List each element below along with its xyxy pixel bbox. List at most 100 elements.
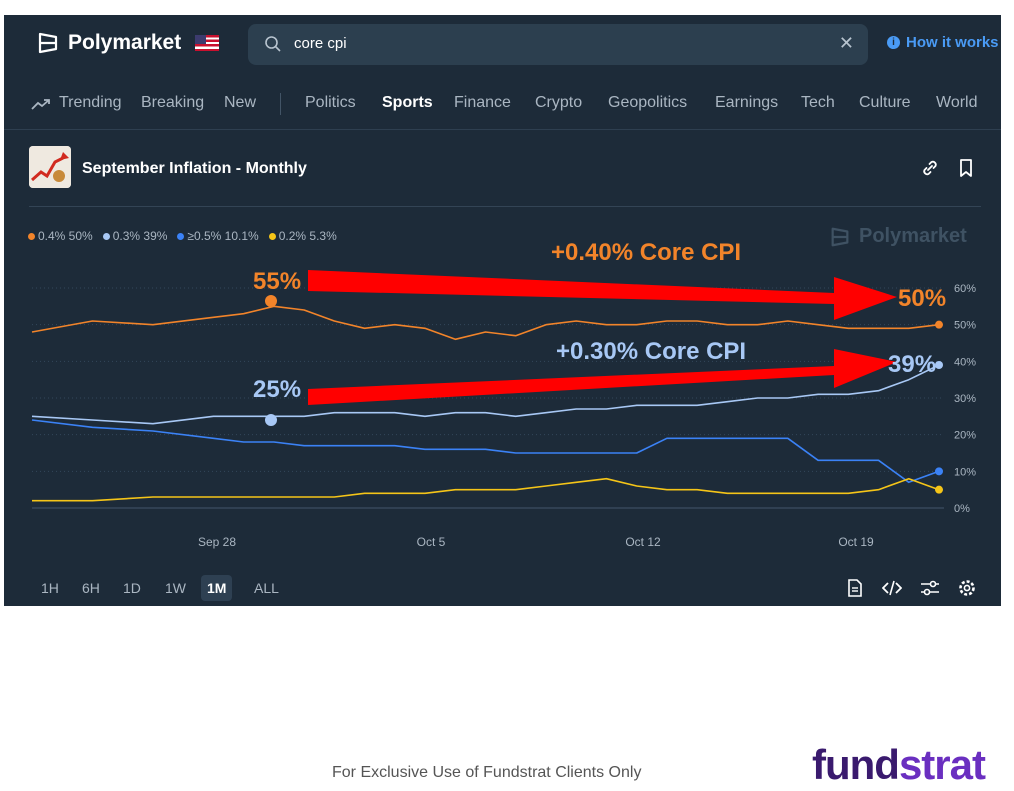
series-end-point: [935, 361, 943, 369]
x-tick-label: Oct 19: [838, 535, 874, 549]
x-axis-ticks: Sep 28 Oct 5 Oct 12 Oct 19: [198, 535, 874, 549]
nav-divider: [280, 93, 281, 115]
legend-label: 0.2% 5.3%: [278, 229, 337, 243]
series-line: [31, 364, 940, 425]
market-title: September Inflation - Monthly: [82, 160, 307, 177]
inflation-chart-icon: [29, 146, 71, 188]
series-line: [31, 419, 940, 484]
y-tick-label: 30%: [954, 393, 976, 405]
legend-item[interactable]: ≥0.5% 10.1%: [177, 229, 259, 243]
category-nav: Trending Breaking New Politics Sports Fi…: [4, 73, 1001, 130]
legend-item[interactable]: 0.4% 50%: [28, 229, 93, 243]
polymarket-window: Polymarket core cpi ✕ i How it works Tre…: [4, 15, 1001, 606]
arrow-040: [308, 270, 897, 320]
nav-geopolitics[interactable]: Geopolitics: [608, 94, 688, 111]
label-top-start: 55%: [253, 268, 301, 295]
top-bar: Polymarket core cpi ✕ i How it works: [4, 15, 1001, 73]
y-tick-label: 40%: [954, 356, 976, 368]
brand-strat: strat: [898, 741, 986, 788]
label-top-cpi: +0.40% Core CPI: [551, 239, 741, 266]
x-tick-label: Sep 28: [198, 535, 236, 549]
arrow-030: [308, 349, 897, 405]
y-tick-label: 20%: [954, 430, 976, 442]
nav-politics[interactable]: Politics: [305, 94, 356, 111]
nav-earnings[interactable]: Earnings: [715, 94, 779, 111]
series-end-point: [935, 467, 943, 476]
link-icon[interactable]: [920, 158, 940, 178]
app-name: Polymarket: [68, 31, 182, 54]
sliders-icon[interactable]: [920, 579, 940, 597]
legend-item[interactable]: 0.2% 5.3%: [268, 229, 337, 243]
timeframe-1d[interactable]: 1D: [123, 580, 141, 596]
bookmark-icon[interactable]: [957, 158, 975, 178]
nav-world[interactable]: World: [936, 94, 978, 111]
legend-label: ≥0.5% 10.1%: [187, 229, 259, 243]
series-line: [31, 305, 940, 341]
timeframe-6h[interactable]: 6H: [82, 580, 100, 596]
market-header: September Inflation - Monthly: [4, 130, 1001, 206]
legend-dot: [268, 232, 276, 240]
chart-grid: [32, 287, 944, 509]
us-flag-icon[interactable]: [195, 35, 220, 51]
series-end-point: [935, 485, 943, 494]
nav-new[interactable]: New: [224, 94, 257, 111]
trending-icon: [31, 99, 50, 110]
info-icon: i: [887, 36, 900, 49]
nav-breaking[interactable]: Breaking: [141, 94, 205, 111]
start-marker-030: [265, 414, 277, 426]
y-tick-label: 0%: [954, 503, 970, 515]
search-icon: [265, 36, 281, 52]
nav-trending[interactable]: Trending: [59, 94, 122, 111]
footer-disclaimer: For Exclusive Use of Fundstrat Clients O…: [332, 764, 642, 781]
price-chart: 60% 50% 40% 30% 20% 10% 0% Sep 28 Oct 5 Oct 12 Oc…: [31, 239, 976, 549]
polymarket-logo[interactable]: Polymarket: [36, 31, 220, 55]
how-it-works-label: How it works: [906, 34, 999, 51]
search-value: core cpi: [294, 35, 347, 52]
header-divider: [29, 206, 981, 207]
label-top-end: 50%: [898, 285, 946, 312]
label-bottom-end: 39%: [888, 351, 936, 378]
search-input[interactable]: core cpi ✕: [248, 24, 868, 65]
watermark-text: Polymarket: [859, 225, 967, 247]
embed-code-icon[interactable]: [882, 579, 902, 597]
timeframe-1m[interactable]: 1M: [201, 575, 233, 601]
start-marker-040: [265, 295, 277, 307]
legend-dot: [28, 232, 35, 240]
nav-culture[interactable]: Culture: [859, 94, 911, 111]
y-axis-ticks: 60% 50% 40% 30% 20% 10% 0%: [954, 283, 976, 515]
polymarket-watermark: Polymarket: [829, 225, 967, 248]
y-tick-label: 10%: [954, 466, 976, 478]
timeframe-all[interactable]: ALL: [254, 580, 279, 596]
brand-fund: fund: [812, 741, 900, 788]
nav-tech[interactable]: Tech: [801, 94, 835, 111]
watermark-logo-icon: [831, 227, 849, 246]
legend-item[interactable]: 0.3% 39%: [102, 229, 168, 243]
nav-crypto[interactable]: Crypto: [535, 94, 583, 111]
chart-legend: 0.4% 50% 0.3% 39% ≥0.5% 10.1% 0.2% 5.3%: [28, 229, 337, 243]
fundstrat-logo: fundstrat: [812, 741, 986, 789]
polymarket-logo-icon: [38, 32, 58, 54]
timeframe-1w[interactable]: 1W: [165, 580, 186, 596]
y-tick-label: 60%: [954, 283, 976, 295]
nav-finance[interactable]: Finance: [454, 94, 511, 111]
settings-gear-icon[interactable]: [958, 579, 976, 597]
legend-dot: [177, 232, 185, 240]
series-endpoints: [935, 320, 943, 494]
how-it-works-link[interactable]: i How it works: [887, 34, 999, 51]
y-tick-label: 50%: [954, 320, 976, 332]
label-bottom-cpi: +0.30% Core CPI: [556, 338, 746, 365]
nav-sports[interactable]: Sports: [382, 94, 433, 111]
series-lines: [31, 305, 940, 502]
x-tick-label: Oct 5: [417, 535, 446, 549]
label-bottom-start: 25%: [253, 376, 301, 403]
legend-label: 0.3% 39%: [112, 229, 168, 243]
legend-dot: [102, 232, 110, 240]
legend-label: 0.4% 50%: [38, 229, 93, 243]
document-icon[interactable]: [847, 579, 863, 597]
market-thumbnail: [29, 146, 71, 188]
series-end-point: [935, 320, 943, 329]
timeframe-1h[interactable]: 1H: [41, 580, 59, 596]
clear-search-icon[interactable]: ✕: [838, 33, 854, 53]
timeframe-bar: 1H 6H 1D 1W 1M ALL: [4, 567, 1001, 606]
x-tick-label: Oct 12: [625, 535, 661, 549]
